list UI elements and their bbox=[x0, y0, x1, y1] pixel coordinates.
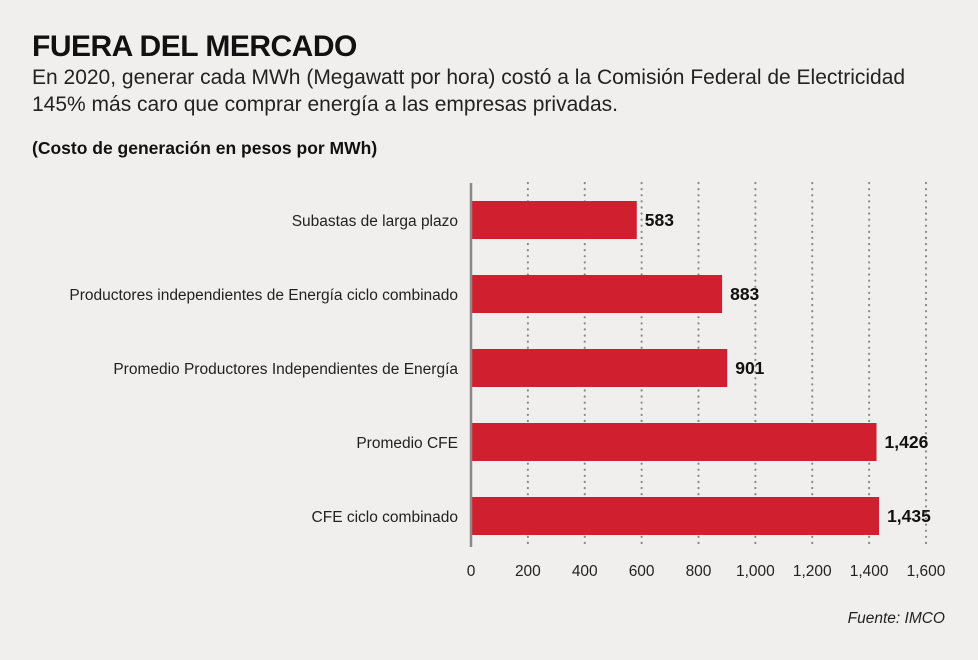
tick-label: 1,000 bbox=[736, 563, 775, 580]
category-label: Subastas de larga plazo bbox=[292, 213, 458, 230]
tick-label: 1,200 bbox=[793, 563, 832, 580]
tick-label: 800 bbox=[686, 563, 712, 580]
tick-label: 600 bbox=[629, 563, 655, 580]
labels: Subastas de larga plazo 583 Productores in… bbox=[69, 210, 945, 580]
source-note: Fuente: IMCO bbox=[847, 610, 945, 627]
tick-label: 1,600 bbox=[907, 563, 946, 580]
value-label: 1,435 bbox=[887, 506, 931, 526]
tick-label: 400 bbox=[572, 563, 598, 580]
bar bbox=[471, 497, 880, 535]
tick-label: 0 bbox=[467, 563, 476, 580]
chart-title: FUERA DEL MERCADO bbox=[32, 30, 357, 63]
chart-subtitle: En 2020, generar cada MWh (Megawatt por … bbox=[32, 66, 906, 116]
bar bbox=[471, 275, 723, 313]
value-label: 583 bbox=[645, 210, 674, 230]
bar bbox=[471, 349, 728, 387]
category-label: Productores independientes de Energía ci… bbox=[69, 287, 458, 304]
bars bbox=[471, 201, 880, 535]
tick-label: 1,400 bbox=[850, 563, 889, 580]
category-label: CFE ciclo combinado bbox=[312, 509, 458, 526]
category-label: Promedio Productores Independientes de E… bbox=[113, 361, 458, 378]
unit-note: (Costo de generación en pesos por MWh) bbox=[32, 138, 378, 158]
value-label: 1,426 bbox=[885, 432, 929, 452]
bar bbox=[471, 423, 877, 461]
category-label: Promedio CFE bbox=[356, 435, 458, 452]
tick-label: 200 bbox=[515, 563, 541, 580]
value-label: 901 bbox=[735, 358, 764, 378]
bar bbox=[471, 201, 637, 239]
value-label: 883 bbox=[730, 284, 759, 304]
